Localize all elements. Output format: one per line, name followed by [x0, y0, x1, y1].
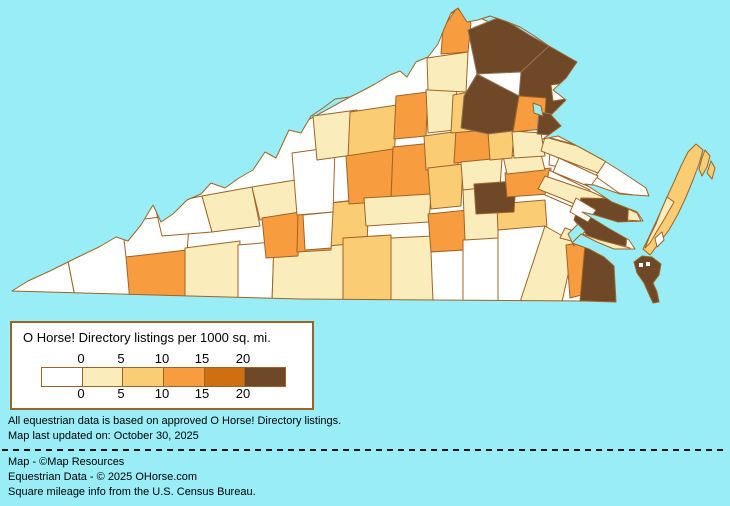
- county-polygon[interactable]: [644, 196, 675, 249]
- county-polygon[interactable]: [440, 8, 472, 55]
- city-dot: [646, 262, 650, 266]
- county-polygon[interactable]: [654, 231, 665, 248]
- county-polygon[interactable]: [497, 225, 546, 302]
- tick-label: 15: [194, 386, 210, 401]
- county-polygon[interactable]: [302, 211, 334, 251]
- county-polygon[interactable]: [511, 130, 546, 159]
- data-disclaimer-note: All equestrian data is based on approved…: [8, 415, 342, 427]
- tick-label: 5: [117, 351, 125, 366]
- tick-label: 10: [154, 386, 170, 401]
- county-polygon[interactable]: [473, 180, 517, 215]
- island-polygon[interactable]: [698, 149, 711, 177]
- county-polygon[interactable]: [594, 160, 649, 198]
- dashed-divider: [2, 449, 728, 451]
- county-polygon[interactable]: [427, 209, 469, 253]
- county-polygon[interactable]: [201, 186, 261, 233]
- county-polygon[interactable]: [342, 234, 392, 302]
- tick-label: 20: [235, 386, 251, 401]
- county-polygon[interactable]: [427, 163, 464, 210]
- tick-label: 10: [154, 351, 170, 366]
- county-polygon[interactable]: [237, 241, 275, 302]
- legend-swatch: [163, 368, 204, 386]
- island-polygon[interactable]: [706, 160, 716, 180]
- potomac-inlet: [532, 102, 544, 117]
- county-polygon[interactable]: [487, 129, 515, 161]
- state-outline: [11, 7, 650, 303]
- james-river: [567, 223, 586, 247]
- map-credit: Map - ©Map Resources: [8, 456, 125, 468]
- county-polygon[interactable]: [390, 235, 434, 302]
- county-polygon[interactable]: [261, 211, 301, 259]
- county-polygon[interactable]: [462, 235, 501, 302]
- census-credit: Square mileage info from the U.S. Census…: [8, 486, 256, 498]
- county-mosaic: [0, 8, 649, 303]
- county-polygon[interactable]: [125, 249, 188, 302]
- eastern-shore: [642, 143, 716, 256]
- county-polygon[interactable]: [345, 148, 394, 205]
- virginia-choropleth-map: [0, 7, 716, 304]
- city-dot: [639, 263, 643, 267]
- legend-swatch: [81, 368, 123, 386]
- legend-color-ramp: [41, 367, 286, 387]
- county-polygon[interactable]: [184, 240, 241, 302]
- legend-title: O Horse! Directory listings per 1000 sq.…: [23, 330, 271, 345]
- tick-label: 20: [235, 351, 251, 366]
- county-polygon[interactable]: [430, 249, 466, 302]
- legend-ticks-top: 0 5 10 15 20: [12, 351, 312, 366]
- hampton-roads: [633, 255, 662, 304]
- county-polygon[interactable]: [363, 193, 432, 227]
- county-polygon[interactable]: [579, 243, 617, 303]
- legend-swatch: [42, 368, 82, 386]
- legend-swatch: [203, 368, 245, 386]
- map-legend: O Horse! Directory listings per 1000 sq.…: [10, 321, 314, 410]
- data-credit: Equestrian Data - © 2025 OHorse.com: [8, 471, 198, 483]
- legend-swatch: [122, 368, 164, 386]
- legend-ticks-bottom: 0 5 10 15 20: [12, 386, 312, 401]
- county-polygon[interactable]: [633, 255, 662, 304]
- last-updated-note: Map last updated on: October 30, 2025: [8, 430, 199, 442]
- county-polygon[interactable]: [393, 91, 429, 140]
- tick-label: 5: [117, 386, 125, 401]
- tick-label: 0: [77, 351, 85, 366]
- county-polygon[interactable]: [426, 51, 469, 93]
- legend-swatch: [244, 368, 286, 386]
- tick-label: 15: [194, 351, 210, 366]
- county-polygon[interactable]: [0, 229, 77, 302]
- tick-label: 0: [77, 386, 85, 401]
